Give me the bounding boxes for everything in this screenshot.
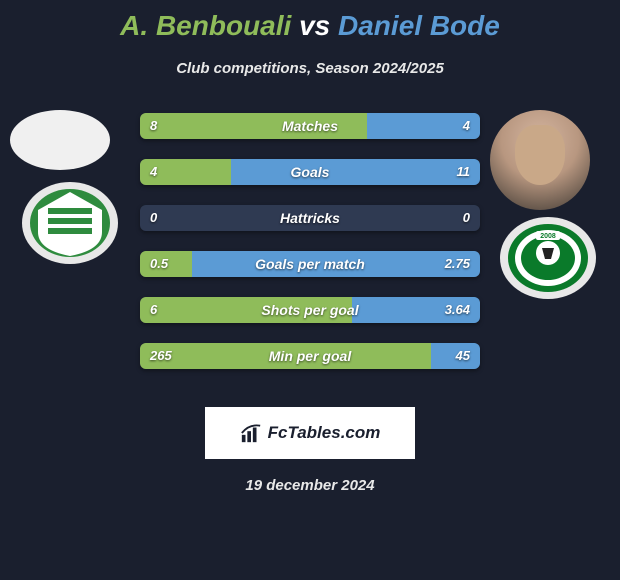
stat-right-value: 4 <box>463 113 470 139</box>
vs-text: vs <box>299 10 330 41</box>
stat-row: 0Hattricks0 <box>140 205 480 231</box>
stat-label: Goals <box>140 159 480 185</box>
footer-date: 19 december 2024 <box>0 477 620 494</box>
stat-label: Hattricks <box>140 205 480 231</box>
branding-badge[interactable]: FcTables.com <box>205 407 415 459</box>
comparison-content: 2008 8Matches44Goals110Hattricks00.5Goal… <box>0 105 620 405</box>
player2-name: Daniel Bode <box>338 10 500 41</box>
club-year: 2008 <box>540 233 556 240</box>
stat-label: Shots per goal <box>140 297 480 323</box>
stat-bars: 8Matches44Goals110Hattricks00.5Goals per… <box>140 113 480 389</box>
stat-row: 0.5Goals per match2.75 <box>140 251 480 277</box>
branding-text: FcTables.com <box>268 423 381 443</box>
comparison-title: A. Benbouali vs Daniel Bode <box>0 0 620 42</box>
player2-avatar <box>490 110 590 210</box>
stat-label: Matches <box>140 113 480 139</box>
bar-chart-icon <box>240 422 262 444</box>
stat-row: 265Min per goal45 <box>140 343 480 369</box>
stat-row: 6Shots per goal3.64 <box>140 297 480 323</box>
stat-label: Goals per match <box>140 251 480 277</box>
stat-right-value: 2.75 <box>445 251 470 277</box>
subtitle: Club competitions, Season 2024/2025 <box>0 60 620 77</box>
stat-right-value: 11 <box>457 159 471 185</box>
stat-row: 8Matches4 <box>140 113 480 139</box>
player1-avatar <box>10 110 110 170</box>
player1-club-badge <box>20 180 120 266</box>
stat-right-value: 3.64 <box>445 297 470 323</box>
stat-row: 4Goals11 <box>140 159 480 185</box>
player1-name: A. Benbouali <box>120 10 291 41</box>
stat-right-value: 0 <box>463 205 470 231</box>
stat-right-value: 45 <box>456 343 470 369</box>
player2-club-badge: 2008 <box>498 215 598 301</box>
stat-label: Min per goal <box>140 343 480 369</box>
